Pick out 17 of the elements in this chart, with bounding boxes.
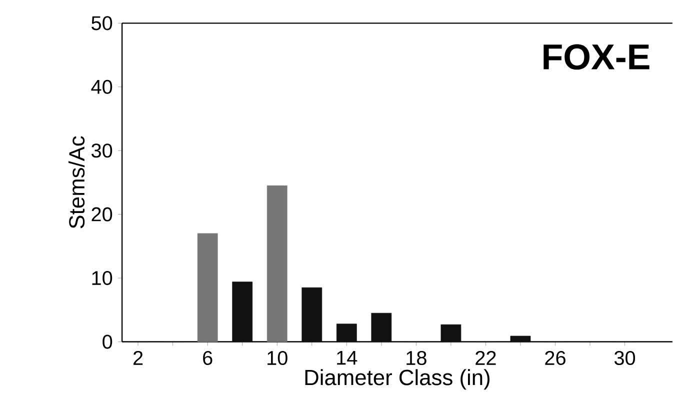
x-tick-label: 2 bbox=[134, 351, 143, 365]
x-tick-label: 18 bbox=[406, 351, 426, 366]
x-axis-title: Diameter Class (in) bbox=[305, 369, 490, 390]
x-tick-label: 22 bbox=[476, 351, 496, 365]
y-tick-label: 50 bbox=[92, 16, 112, 30]
chart-title: FOX-E bbox=[544, 44, 650, 70]
y-axis-title: Stems/Ac bbox=[68, 136, 85, 228]
x-tick-label: 6 bbox=[203, 351, 212, 366]
x-tick-label: 10 bbox=[268, 351, 288, 366]
y-tick-label: 30 bbox=[92, 144, 112, 158]
x-tick-label: 26 bbox=[545, 351, 566, 366]
y-tick-label: 20 bbox=[92, 207, 112, 222]
x-tick-label: 14 bbox=[337, 351, 358, 365]
y-tick-label: 10 bbox=[92, 271, 112, 286]
x-tick-label: 30 bbox=[614, 351, 636, 366]
y-tick-label: 0 bbox=[102, 334, 112, 349]
y-tick-label: 40 bbox=[91, 80, 112, 94]
